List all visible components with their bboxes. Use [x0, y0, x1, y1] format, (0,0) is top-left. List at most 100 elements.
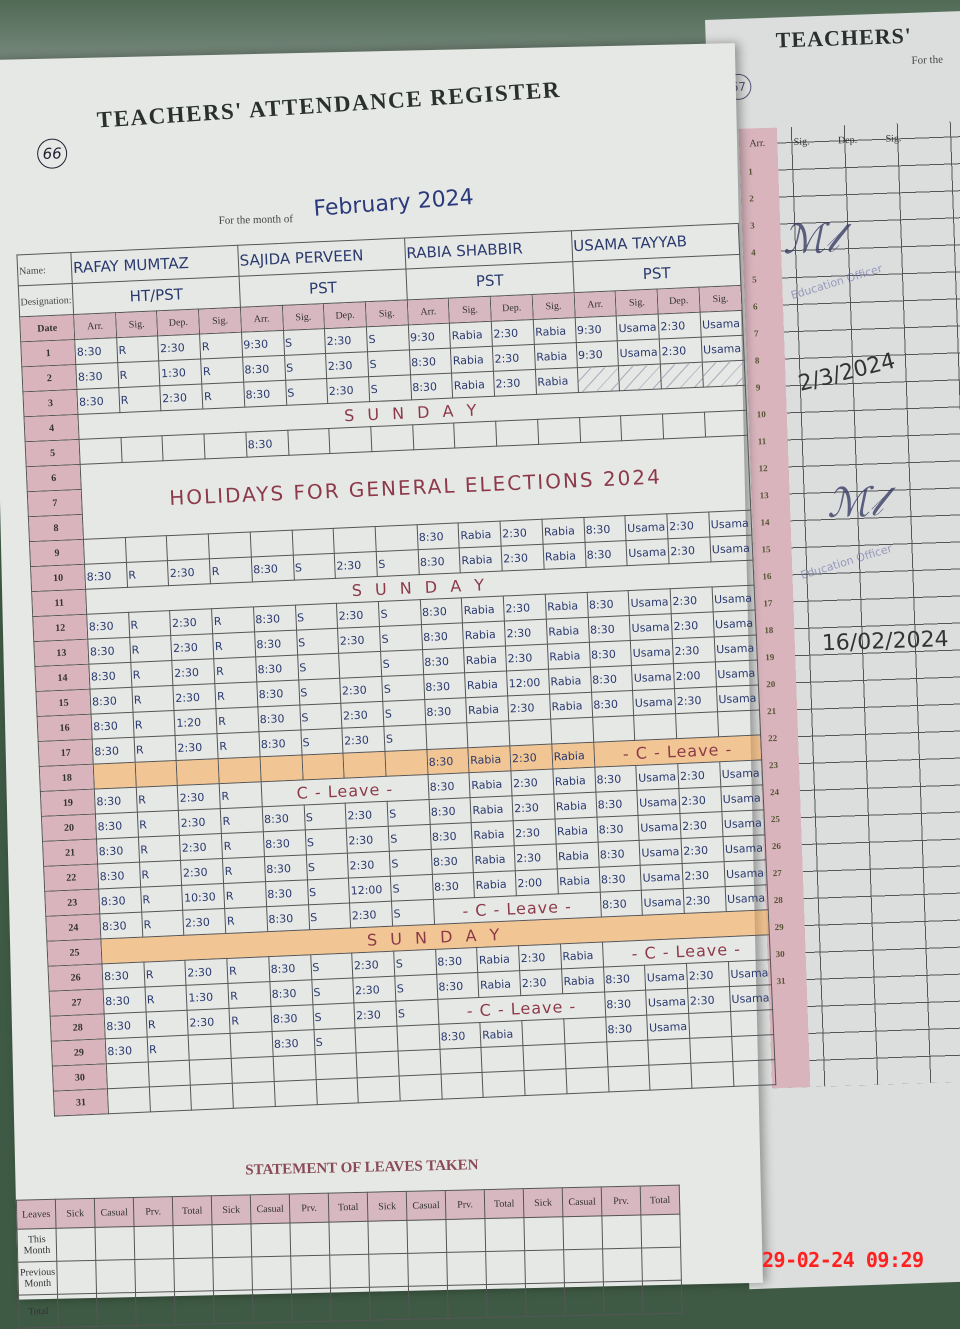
- column-header: Sig.: [281, 303, 325, 331]
- departure-time: 2:30: [167, 558, 211, 586]
- leaves-cell: [134, 1225, 174, 1260]
- departure-time: 2:30: [678, 761, 721, 789]
- departure-time: [675, 711, 719, 739]
- arrival-time: [606, 1040, 650, 1067]
- signature: R: [224, 906, 268, 934]
- departure-time: 2:30: [493, 369, 537, 397]
- signature: Rabia: [547, 642, 591, 670]
- signature: S: [367, 349, 411, 377]
- signature: Usama: [637, 788, 681, 816]
- arrival-time: 8:30: [417, 547, 461, 575]
- signature: [385, 749, 428, 777]
- signature: Usama: [616, 314, 660, 341]
- departure-time: 2:30: [659, 337, 703, 364]
- arrival-time: 8:30: [265, 879, 309, 907]
- leaves-cell: [603, 1281, 644, 1315]
- right-date-cell: 1: [748, 166, 753, 177]
- arrival-time: 8:30: [95, 812, 139, 840]
- leaves-cell: [368, 1253, 409, 1288]
- departure-time: 12:00: [348, 876, 392, 904]
- departure-time: 2:30: [183, 908, 226, 936]
- leaves-column-header: Prv.: [601, 1186, 641, 1216]
- arrival-time: 8:30: [96, 837, 140, 864]
- departure-time: 2:30: [505, 644, 549, 671]
- signature: Usama: [709, 535, 753, 562]
- signature: Rabia: [451, 371, 495, 399]
- signature: R: [222, 856, 266, 884]
- signature: R: [201, 382, 245, 409]
- month-value: February 2024: [312, 184, 475, 222]
- signature: Rabia: [462, 621, 506, 648]
- signature: [208, 532, 252, 559]
- arrival-time: 8:30: [421, 622, 464, 650]
- arrival-time: 8:30: [410, 373, 453, 400]
- right-date-cell: 29: [774, 921, 784, 933]
- date-cell: 23: [44, 888, 100, 917]
- leaves-cell: [562, 1215, 603, 1250]
- signature: Rabia: [554, 817, 598, 844]
- signature: Usama: [632, 688, 676, 716]
- arrival-time: 8:30: [105, 1036, 149, 1064]
- leaves-cell: [134, 1258, 175, 1293]
- date-cell: 5: [25, 439, 81, 467]
- arrival-time: 8:30: [605, 1015, 649, 1042]
- right-date-cell: 16: [762, 571, 772, 582]
- departure-time: 2:30: [351, 951, 395, 978]
- right-date-cell: 18: [764, 624, 774, 636]
- departure-time: 2:30: [518, 943, 562, 971]
- departure-time: 2:30: [519, 968, 563, 996]
- departure-time: 2:30: [503, 594, 547, 622]
- arrival-time: 8:30: [263, 829, 306, 857]
- signature: S: [305, 853, 349, 880]
- right-page-title: TEACHERS': [775, 22, 913, 53]
- departure-time: [166, 533, 210, 561]
- leaves-cell: [289, 1222, 330, 1256]
- signature: [702, 360, 746, 388]
- departure-time: [690, 1036, 733, 1064]
- designation-label: Designation:: [20, 294, 72, 308]
- signature: R: [220, 806, 264, 834]
- signature: Rabia: [471, 820, 515, 848]
- col-arr: Arr.: [749, 137, 766, 150]
- right-date-cell: 20: [766, 678, 776, 690]
- leaves-cell: [172, 1224, 213, 1259]
- departure-time: [162, 433, 206, 461]
- leaves-row-label: This Month: [17, 1228, 57, 1263]
- leaves-cell: [173, 1257, 214, 1292]
- departure-time: 2:30: [354, 1001, 398, 1028]
- leaves-column-header: Sick: [55, 1198, 96, 1229]
- right-date-cell: 11: [757, 436, 767, 447]
- departure-time: [333, 526, 377, 554]
- date-cell: 13: [33, 639, 89, 667]
- arrival-time: [272, 1054, 316, 1082]
- departure-time: 2:30: [353, 976, 396, 1003]
- signature: R: [145, 1010, 189, 1037]
- leaves-row-label: Previous Month: [17, 1261, 58, 1296]
- arrival-time: [440, 1072, 484, 1100]
- leaves-column-header: Prv.: [445, 1189, 485, 1220]
- signature: S: [381, 674, 425, 702]
- signature: S: [313, 1027, 357, 1055]
- departure-time: 2:30: [160, 383, 204, 411]
- leaves-row-header: Leaves: [16, 1199, 57, 1230]
- signature: R: [136, 785, 179, 813]
- right-date-cell: 17: [763, 598, 773, 609]
- leaves-column-header: Sick: [523, 1187, 563, 1218]
- leaves-cell: [523, 1216, 564, 1251]
- arrival-time: 8:30: [103, 987, 146, 1014]
- arrival-time: [577, 365, 620, 393]
- signature: [620, 413, 664, 441]
- date-cell: 27: [49, 988, 105, 1017]
- column-header: Sig.: [365, 299, 409, 327]
- signature: Rabia: [458, 521, 502, 548]
- signature: Rabia: [466, 695, 509, 723]
- signature: Rabia: [560, 942, 604, 969]
- departure-time: 2:30: [172, 658, 216, 686]
- signature: R: [138, 835, 181, 863]
- signature: S: [368, 374, 412, 402]
- leaves-cell: [213, 1289, 254, 1324]
- name-label-cell: Name:: [16, 252, 73, 286]
- arrival-time: 8:30: [75, 362, 119, 390]
- arrival-time: 8:30: [596, 815, 640, 843]
- name-label: Name:: [18, 264, 47, 277]
